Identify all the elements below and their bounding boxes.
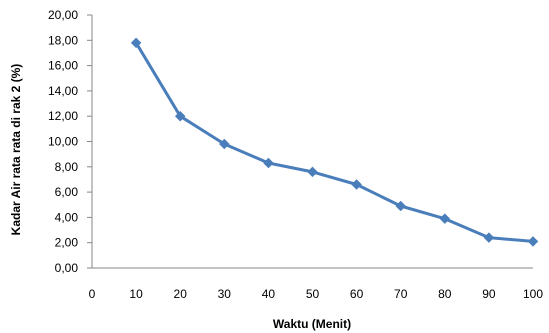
- x-tick-label: 0: [89, 287, 96, 301]
- x-tick-label: 80: [438, 287, 452, 301]
- x-tick-label: 10: [129, 287, 143, 301]
- x-tick-label: 20: [174, 287, 188, 301]
- y-tick-label: 4,00: [55, 210, 79, 224]
- x-tick-label: 30: [218, 287, 232, 301]
- x-tick-label: 70: [394, 287, 408, 301]
- x-tick-label: 50: [306, 287, 320, 301]
- data-point-marker: [130, 37, 142, 49]
- y-tick-label: 0,00: [55, 261, 79, 275]
- x-tick-label: 100: [523, 287, 543, 301]
- data-point-marker: [218, 138, 230, 150]
- data-point-marker: [439, 213, 451, 225]
- x-tick-label: 60: [350, 287, 364, 301]
- y-axis-title: Kadar Air rata rata di rak 2 (%): [9, 64, 23, 236]
- data-point-marker: [174, 110, 186, 122]
- data-point-marker: [263, 157, 274, 169]
- data-point-marker: [395, 200, 407, 212]
- data-point-marker: [527, 236, 539, 247]
- x-tick-label: 40: [262, 287, 276, 301]
- data-point-marker: [307, 166, 318, 178]
- series-line: [134, 41, 535, 243]
- y-tick-label: 16,00: [48, 59, 78, 73]
- y-tick-labels: 0,00 2,00 4,00 6,00 8,00 10,00 12,00 14,00 16,00…: [48, 8, 78, 275]
- data-point-marker: [351, 179, 362, 190]
- y-tick-label: 18,00: [48, 33, 78, 47]
- y-tick-marks: [87, 14, 92, 269]
- y-tick-label: 8,00: [55, 160, 79, 174]
- data-point-marker: [483, 232, 495, 243]
- y-tick-label: 14,00: [48, 84, 78, 98]
- series-layer: [130, 37, 539, 247]
- x-tick-label: 90: [482, 287, 496, 301]
- y-tick-label: 10,00: [48, 135, 78, 149]
- y-tick-label: 20,00: [48, 8, 78, 22]
- y-tick-label: 12,00: [48, 109, 78, 123]
- y-tick-label: 6,00: [55, 185, 79, 199]
- y-tick-label: 2,00: [55, 236, 79, 250]
- x-axis-title: Waktu (Menit): [273, 317, 351, 331]
- x-tick-labels: 0 10 20 30 40 50 60 70 80 90 100: [89, 287, 544, 301]
